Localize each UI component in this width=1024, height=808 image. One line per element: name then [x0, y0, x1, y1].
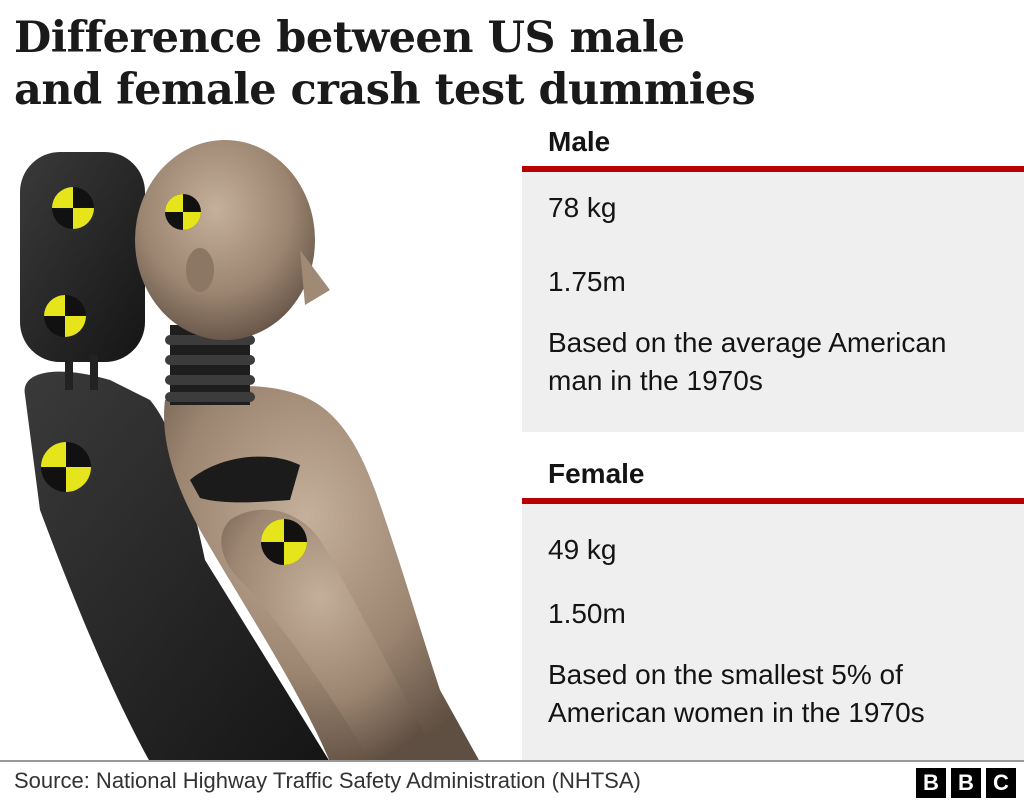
- logo-letter: B: [916, 768, 946, 798]
- crash-test-dummy-illustration: [20, 140, 480, 762]
- bbc-logo: B B C: [916, 768, 1016, 798]
- chest-opening: [190, 456, 300, 503]
- female-basis: Based on the smallest 5% of American wom…: [548, 659, 925, 728]
- footer-divider: [0, 760, 1024, 762]
- logo-letter: B: [951, 768, 981, 798]
- female-heading: Female: [548, 458, 645, 489]
- seat-headrest: [20, 152, 145, 362]
- female-height: 1.50m: [548, 598, 626, 629]
- seat-back: [24, 371, 331, 762]
- male-height: 1.75m: [548, 266, 626, 297]
- male-panel: [522, 172, 1024, 432]
- dummy-arm: [221, 509, 440, 762]
- crash-target-markers: [41, 187, 307, 565]
- male-heading: Male: [548, 126, 611, 157]
- female-panel: [522, 504, 1024, 760]
- logo-letter: C: [986, 768, 1016, 798]
- male-basis: Based on the average American man in the…: [548, 327, 947, 396]
- male-rule: [522, 166, 1024, 172]
- female-weight: 49 kg: [548, 534, 617, 565]
- dummy-head: [135, 140, 315, 340]
- female-rule: [522, 498, 1024, 504]
- dummy-neck: [165, 325, 255, 405]
- male-weight: 78 kg: [548, 192, 617, 223]
- chart-title: Difference between US male and female cr…: [14, 13, 756, 115]
- source-note: Source: National Highway Traffic Safety …: [14, 768, 641, 793]
